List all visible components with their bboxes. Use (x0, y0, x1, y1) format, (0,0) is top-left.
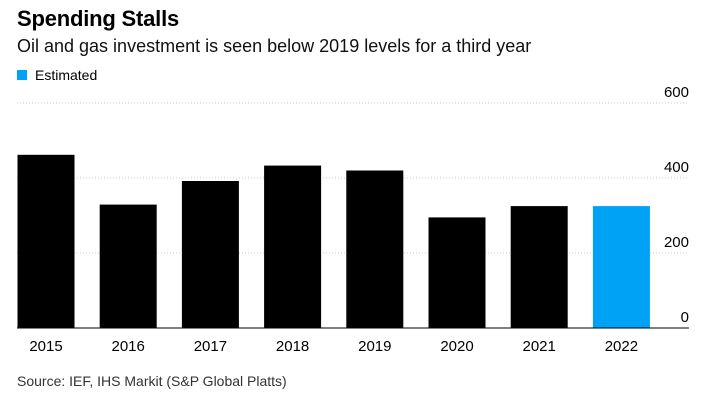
x-tick-label-2021: 2021 (523, 338, 556, 355)
bar-2017 (181, 181, 239, 328)
x-tick-label-2016: 2016 (112, 338, 145, 355)
bar-2021 (510, 206, 568, 328)
x-axis-ticks: 2015 2016 2017 2018 2019 2020 2021 2022 (29, 338, 638, 355)
x-tick-label-2018: 2018 (276, 338, 309, 355)
legend-label-estimated: Estimated (35, 67, 98, 83)
x-tick-label-2019: 2019 (358, 338, 391, 355)
y-tick-label-400: 400 (664, 159, 689, 176)
bar-2020 (428, 217, 486, 328)
chart-subtitle: Oil and gas investment is seen below 201… (17, 36, 532, 56)
chart-title: Spending Stalls (17, 6, 180, 31)
y-axis-ticks: 600 400 200 0 (664, 84, 689, 326)
y-tick-label-0: 0 (681, 309, 689, 326)
legend: Estimated (17, 66, 97, 84)
y-tick-label-200: 200 (664, 234, 689, 251)
bar-2016 (99, 204, 157, 328)
source-note: Source: IEF, IHS Markit (S&P Global Plat… (17, 373, 287, 389)
legend-swatch-estimated (17, 70, 27, 80)
bars (17, 154, 650, 329)
bar-2015 (17, 154, 75, 329)
x-tick-label-2017: 2017 (194, 338, 227, 355)
bar-2022-estimated (592, 206, 650, 328)
x-tick-label-2020: 2020 (440, 338, 473, 355)
bar-2018 (264, 165, 322, 328)
x-tick-label-2022: 2022 (605, 338, 638, 355)
y-tick-label-600: 600 (664, 84, 689, 101)
x-tick-label-2015: 2015 (29, 338, 62, 355)
bar-2019 (346, 170, 404, 328)
